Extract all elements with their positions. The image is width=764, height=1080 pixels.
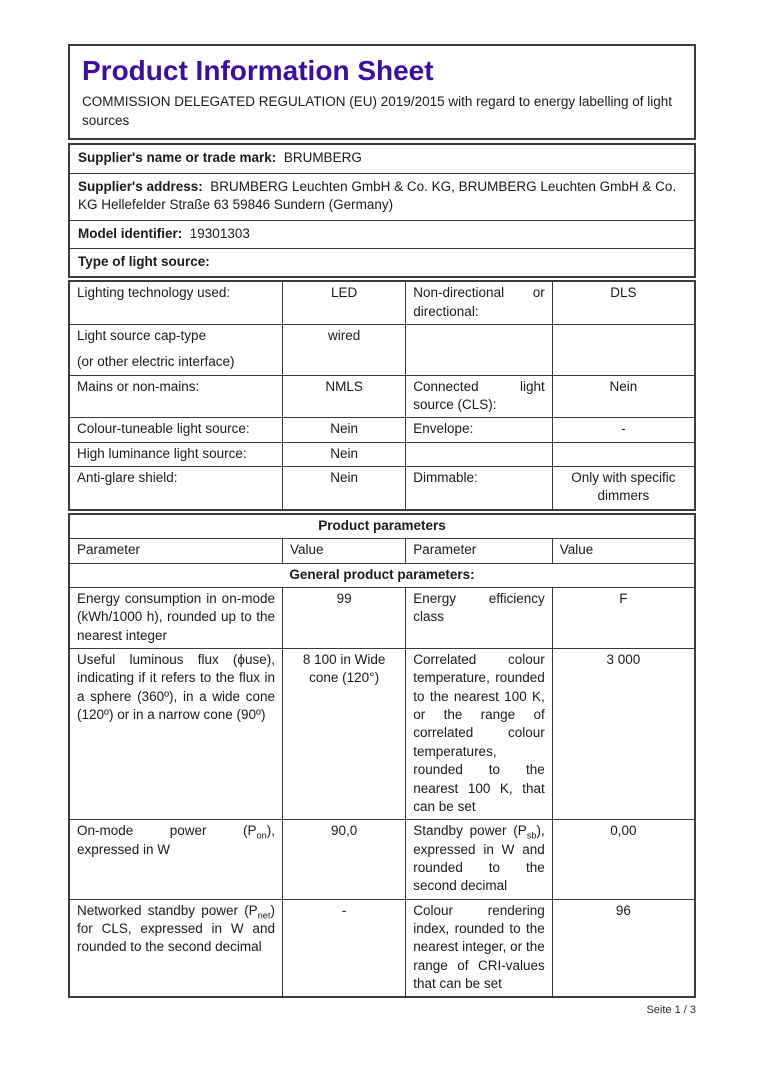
value-cell: Nein — [281, 417, 407, 443]
general-parameters-heading: General product parameters: — [68, 562, 696, 588]
param-label-cell: High luminance light source: — [68, 441, 283, 468]
param-label-cell: Colour-tuneable light source: — [68, 417, 283, 443]
value-cell: wired — [281, 323, 407, 376]
regulation-subtitle: COMMISSION DELEGATED REGULATION (EU) 201… — [82, 94, 672, 128]
value-cell: Nein — [281, 441, 407, 468]
value-cell: Nein — [281, 466, 407, 511]
column-header: Parameter — [405, 538, 553, 564]
param-label-cell: Networked standby power (Pnet) for CLS, … — [68, 898, 283, 998]
model-identifier-row: Model identifier: 19301303 — [70, 221, 694, 249]
supplier-name-row: Supplier's name or trade mark: BRUMBERG — [70, 145, 694, 174]
param-label-cell: Envelope: — [405, 417, 553, 443]
page-title: Product Information Sheet — [82, 55, 434, 86]
value-cell: - — [281, 898, 407, 998]
type-of-light-source-heading: Type of light source: — [78, 253, 210, 269]
table-row: On-mode power (Pon), expressed in W 90,0… — [68, 819, 696, 900]
table-row: Lighting technology used: LED Non-direct… — [68, 280, 696, 325]
product-parameters-heading: Product parameters — [68, 513, 696, 540]
param-label-cell: Light source cap-type (or other electric… — [68, 323, 283, 376]
value-cell: LED — [281, 280, 407, 325]
model-identifier-value: 19301303 — [189, 225, 250, 241]
table-row: High luminance light source: Nein — [68, 441, 696, 468]
value-cell — [551, 323, 696, 376]
param-label-cell: Connected light source (CLS): — [405, 374, 553, 419]
type-of-light-source-heading-row: Type of light source: — [70, 249, 694, 276]
value-cell: DLS — [551, 280, 696, 325]
table-row: Useful luminous flux (ϕuse), indicating … — [68, 647, 696, 821]
product-parameters-table: Product parameters Parameter Value Param… — [68, 512, 696, 999]
supplier-address-value: BRUMBERG Leuchten GmbH & Co. KG, BRUMBER… — [78, 178, 677, 213]
type-of-light-source-table: Lighting technology used: LED Non-direct… — [68, 280, 696, 511]
value-cell: 96 — [551, 898, 696, 998]
value-cell: 0,00 — [551, 819, 696, 900]
param-label-cell: Energy consumption in on-mode (kWh/1000 … — [68, 586, 283, 649]
column-header: Value — [551, 538, 696, 564]
model-identifier-label: Model identifier: — [78, 225, 183, 241]
table-row: Networked standby power (Pnet) for CLS, … — [68, 898, 696, 998]
table-header-row: Parameter Value Parameter Value — [68, 538, 696, 564]
value-cell — [551, 441, 696, 468]
title-block: Product Information Sheet COMMISSION DEL… — [68, 44, 696, 141]
param-label-cell: On-mode power (Pon), expressed in W — [68, 819, 283, 900]
value-cell: F — [551, 586, 696, 649]
table-row: General product parameters: — [68, 562, 696, 588]
table-row: Anti-glare shield: Nein Dimmable: Only w… — [68, 466, 696, 511]
value-cell: 99 — [281, 586, 407, 649]
param-label-cell: Correlated colour temperature, rounded t… — [405, 647, 553, 821]
supplier-address-row: Supplier's address: BRUMBERG Leuchten Gm… — [70, 174, 694, 221]
param-label-cell: Mains or non-mains: — [68, 374, 283, 419]
param-label-cell: Lighting technology used: — [68, 280, 283, 325]
param-label-cell: Non-directional or directional: — [405, 280, 553, 325]
column-header: Parameter — [68, 538, 283, 564]
supplier-address-label: Supplier's address: — [78, 178, 203, 194]
column-header: Value — [281, 538, 407, 564]
document-page: Product Information Sheet COMMISSION DEL… — [68, 44, 696, 999]
param-label-cell — [405, 323, 553, 376]
param-label-cell: Anti-glare shield: — [68, 466, 283, 511]
param-label-cell: Standby power (Psb), expressed in W and … — [405, 819, 553, 900]
table-row: Product parameters — [68, 513, 696, 540]
value-cell: - — [551, 417, 696, 443]
table-row: Energy consumption in on-mode (kWh/1000 … — [68, 586, 696, 649]
table-row: Light source cap-type (or other electric… — [68, 323, 696, 376]
page-number: Seite 1 / 3 — [646, 1004, 696, 1016]
value-cell: Only with specific dimmers — [551, 466, 696, 511]
param-label-cell: Colour rendering index, rounded to the n… — [405, 898, 553, 998]
param-label-cell: Energy efficiency class — [405, 586, 553, 649]
param-label-cell: Useful luminous flux (ϕuse), indicating … — [68, 647, 283, 821]
param-label-cell: Dimmable: — [405, 466, 553, 511]
supplier-name-value: BRUMBERG — [283, 150, 362, 166]
supplier-name-label: Supplier's name or trade mark: — [78, 150, 277, 166]
value-cell: NMLS — [281, 374, 407, 419]
param-label-cell — [405, 441, 553, 468]
value-cell: 90,0 — [281, 819, 407, 900]
value-cell: Nein — [551, 374, 696, 419]
table-row: Mains or non-mains: NMLS Connected light… — [68, 374, 696, 419]
value-cell: 8 100 in Wide cone (120°) — [281, 647, 407, 821]
value-cell: 3 000 — [551, 647, 696, 821]
table-row: Colour-tuneable light source: Nein Envel… — [68, 417, 696, 443]
supplier-info-block: Supplier's name or trade mark: BRUMBERG … — [68, 143, 696, 279]
